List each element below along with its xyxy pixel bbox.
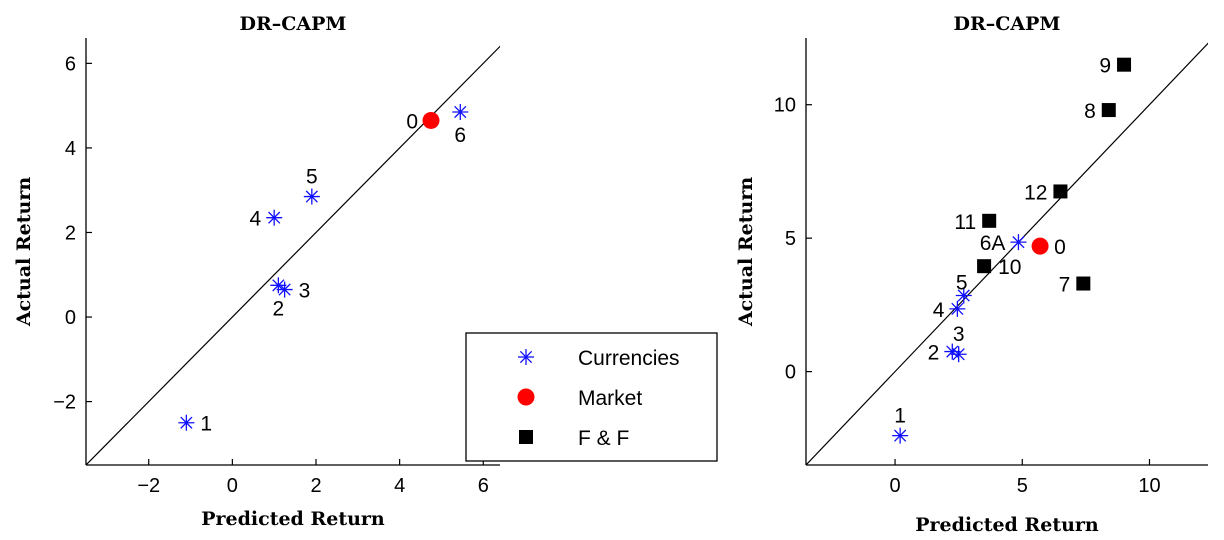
- y-tick-label: 0: [785, 362, 796, 384]
- point-asterisk: [452, 103, 469, 120]
- y-tick-label: 2: [65, 222, 76, 244]
- point-square: [977, 259, 992, 274]
- legend: Currencies Market F & F: [465, 332, 718, 462]
- point-asterisk: [303, 188, 320, 205]
- y-axis-label: Actual Return: [13, 177, 35, 328]
- point-square: [1101, 103, 1116, 118]
- chart-title: DR–CAPM: [240, 13, 347, 35]
- x-axis-label: Predicted Return: [201, 508, 385, 530]
- legend-marker-square: [519, 430, 533, 444]
- point-square: [1076, 276, 1091, 291]
- y-tick-label: 4: [65, 138, 76, 160]
- point-asterisk: [1010, 234, 1027, 251]
- y-tick-label: −2: [53, 392, 76, 414]
- legend-marker-asterisk: [518, 349, 534, 365]
- y-tick-label: 0: [65, 307, 76, 329]
- x-tick-label: 5: [1017, 475, 1028, 497]
- legend-box: [465, 332, 718, 462]
- point-asterisk: [276, 281, 293, 298]
- x-tick-label: 6: [478, 475, 489, 497]
- point-label: 0: [406, 110, 418, 133]
- y-tick-label: 5: [785, 228, 796, 250]
- x-axis-label: Predicted Return: [915, 514, 1099, 536]
- y-axis-label: Actual Return: [735, 177, 757, 328]
- point-asterisk: [178, 414, 195, 431]
- x-tick-label: 4: [394, 475, 405, 497]
- point-square: [1053, 184, 1068, 199]
- legend-label: Currencies: [578, 347, 680, 370]
- point-label: 5: [956, 272, 968, 295]
- point-asterisk: [949, 300, 966, 317]
- x-tick-label: 0: [889, 475, 900, 497]
- point-label: 2: [928, 342, 940, 365]
- y-tick-label: 10: [774, 95, 796, 117]
- x-tick-label: 2: [310, 475, 321, 497]
- point-asterisk: [950, 346, 967, 363]
- point-label: 5: [306, 166, 318, 189]
- point-label: 8: [1084, 100, 1096, 123]
- point-asterisk: [944, 343, 961, 360]
- chart-title: DR–CAPM: [954, 13, 1061, 35]
- x-tick-label: 10: [1138, 475, 1160, 497]
- point-asterisk: [955, 287, 972, 304]
- point-label: 11: [954, 211, 976, 234]
- point-label: 2: [273, 297, 285, 320]
- chart-1: −2 0 2 4 6 −2 0 2 4 6 DR–CAPM Predicted Return Actua…: [13, 13, 500, 530]
- point-label: 6A: [980, 232, 1006, 255]
- legend-marker-circle: [517, 388, 535, 406]
- point-label: 7: [1059, 274, 1071, 297]
- legend-label: F & F: [578, 427, 629, 450]
- point-label: 3: [953, 323, 965, 346]
- point-circle: [1031, 237, 1049, 255]
- diagonal-line: [806, 42, 1208, 465]
- point-label: 1: [894, 405, 906, 428]
- point-square: [1117, 57, 1132, 72]
- point-circle: [422, 111, 440, 129]
- point-label: 0: [1054, 236, 1066, 259]
- point-label: 6: [454, 124, 466, 147]
- point-asterisk: [266, 209, 283, 226]
- point-label: 10: [998, 256, 1021, 279]
- legend-label: Market: [578, 387, 642, 410]
- point-label: 4: [249, 208, 261, 231]
- point-square: [982, 213, 997, 228]
- diagonal-line: [86, 45, 500, 465]
- point-label: 4: [933, 299, 945, 322]
- point-label: 1: [200, 413, 212, 436]
- point-label: 3: [299, 280, 311, 303]
- y-tick-label: 6: [65, 53, 76, 75]
- x-tick-label: −2: [137, 475, 160, 497]
- x-tick-label: 0: [227, 475, 238, 497]
- point-label: 12: [1024, 181, 1047, 204]
- point-asterisk: [892, 427, 909, 444]
- point-label: 9: [1099, 55, 1111, 78]
